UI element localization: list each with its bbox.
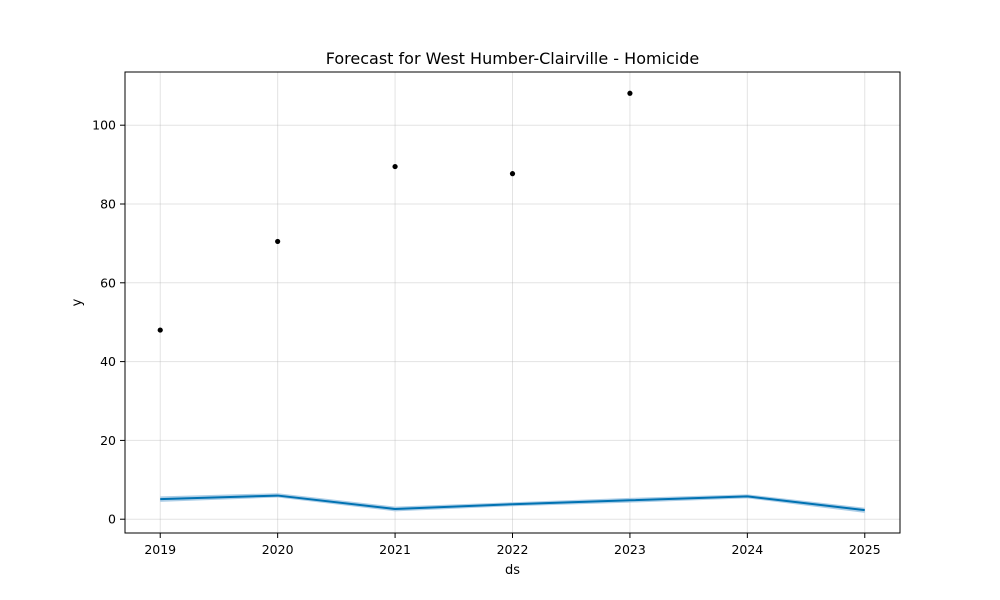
y-tick-label: 20 — [100, 433, 116, 448]
x-tick-label: 2021 — [379, 542, 411, 557]
y-tick-label: 40 — [100, 354, 116, 369]
forecast-line — [160, 494, 865, 512]
forecast-line-layer — [160, 494, 865, 512]
x-axis-ticks: 2019 2020 2021 2022 2023 2024 2025 — [144, 533, 881, 557]
grid-lines — [125, 72, 900, 533]
y-tick-label: 100 — [92, 118, 116, 133]
x-tick-label: 2025 — [849, 542, 881, 557]
x-tick-label: 2022 — [497, 542, 529, 557]
actual-points-layer — [157, 90, 633, 333]
actual-data-point — [157, 327, 163, 333]
x-axis-label: ds — [505, 563, 520, 578]
chart-title: Forecast for West Humber-Clairville - Ho… — [326, 49, 700, 68]
x-tick-label: 2020 — [262, 542, 294, 557]
x-tick-label: 2023 — [614, 542, 646, 557]
actual-data-point — [392, 163, 398, 170]
x-tick-label: 2019 — [144, 542, 176, 557]
y-tick-label: 80 — [100, 196, 116, 211]
y-axis-label: y — [70, 298, 85, 306]
actual-data-point — [627, 90, 633, 96]
actual-data-point — [509, 171, 516, 177]
y-tick-label: 0 — [108, 512, 116, 527]
actual-data-point — [275, 238, 281, 245]
y-axis-ticks: 0 20 40 60 80 100 — [92, 118, 125, 527]
x-tick-label: 2024 — [731, 542, 763, 557]
y-tick-label: 60 — [100, 275, 116, 290]
